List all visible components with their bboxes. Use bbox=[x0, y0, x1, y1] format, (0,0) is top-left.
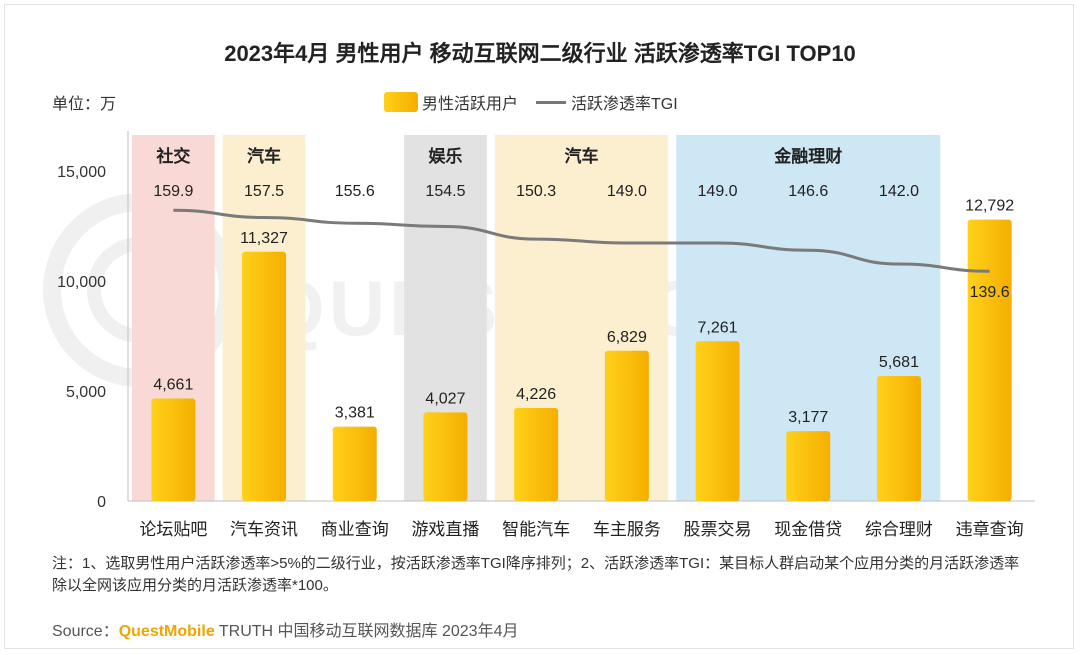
bar-6 bbox=[695, 341, 740, 501]
source-brand: QuestMobile bbox=[118, 623, 215, 640]
legend-bar-swatch bbox=[384, 92, 418, 112]
bar-0 bbox=[151, 398, 196, 501]
x-tick-label: 违章查询 bbox=[956, 520, 1024, 540]
category-band-label-0: 社交 bbox=[155, 146, 190, 166]
bar-value-label: 4,027 bbox=[425, 390, 465, 407]
legend-line-swatch bbox=[536, 100, 567, 104]
category-band-label-2: 娱乐 bbox=[428, 146, 462, 166]
category-band-label-3: 汽车 bbox=[565, 146, 599, 166]
legend: 男性活跃用户 活跃渗透率TGI bbox=[384, 90, 678, 114]
tgi-value-label: 149.0 bbox=[698, 183, 738, 200]
y-tick-label: 10,000 bbox=[57, 274, 106, 291]
bar-value-label: 5,681 bbox=[879, 354, 919, 371]
tgi-value-label: 139.6 bbox=[970, 284, 1010, 301]
x-tick-label: 现金借贷 bbox=[774, 520, 842, 540]
bar-value-label: 6,829 bbox=[607, 329, 647, 346]
chart-title: 2023年4月 男性用户 移动互联网二级行业 活跃渗透率TGI TOP10 bbox=[224, 41, 856, 66]
category-band-label-4: 金融理财 bbox=[773, 146, 842, 166]
bar-8 bbox=[876, 376, 921, 501]
chart-frame bbox=[4, 4, 1074, 649]
source-suffix: TRUTH 中国移动互联网数据库 2023年4月 bbox=[214, 623, 519, 640]
source-prefix: Source： bbox=[52, 623, 119, 640]
bar-value-label: 11,327 bbox=[240, 230, 288, 247]
bar-value-label: 4,661 bbox=[153, 376, 193, 393]
footnote: 注：1、选取男性用户活跃渗透率>5%的二级行业，按活跃渗透率TGI降序排列；2、… bbox=[52, 555, 1020, 594]
tgi-value-label: 157.5 bbox=[244, 183, 284, 200]
bar-7 bbox=[786, 431, 831, 501]
tgi-value-label: 155.6 bbox=[335, 183, 375, 200]
y-tick-label: 15,000 bbox=[57, 164, 106, 181]
bar-1 bbox=[242, 251, 287, 501]
x-tick-label: 汽车资讯 bbox=[230, 520, 298, 540]
tgi-value-label: 146.6 bbox=[788, 183, 828, 200]
x-tick-label: 论坛贴吧 bbox=[139, 520, 207, 540]
bar-value-label: 3,177 bbox=[788, 409, 828, 426]
bar-value-label: 7,261 bbox=[698, 319, 738, 336]
bar-4 bbox=[514, 408, 559, 501]
tgi-value-label: 149.0 bbox=[607, 183, 647, 200]
tgi-value-label: 154.5 bbox=[425, 183, 465, 200]
bar-2 bbox=[332, 426, 377, 501]
bar-9 bbox=[967, 219, 1012, 502]
x-tick-label: 综合理财 bbox=[865, 520, 933, 540]
bar-5 bbox=[604, 350, 649, 501]
legend-bar-label: 男性活跃用户 bbox=[422, 96, 519, 113]
tgi-value-label: 142.0 bbox=[879, 183, 919, 200]
bar-value-label: 4,226 bbox=[516, 386, 556, 403]
legend-line-label: 活跃渗透率TGI bbox=[571, 96, 678, 113]
category-band-label-1: 汽车 bbox=[247, 146, 281, 166]
x-tick-label: 车主服务 bbox=[593, 520, 661, 540]
y-tick-label: 0 bbox=[97, 494, 106, 511]
tgi-value-label: 150.3 bbox=[516, 183, 556, 200]
bar-value-label: 12,792 bbox=[965, 198, 1014, 215]
source-line: Source：QuestMobile TRUTH 中国移动互联网数据库 2023… bbox=[52, 617, 518, 641]
bar-value-label: 3,381 bbox=[335, 405, 375, 422]
bar-3 bbox=[423, 412, 468, 501]
tgi-value-label: 159.9 bbox=[153, 183, 193, 200]
x-tick-label: 商业查询 bbox=[321, 520, 389, 540]
x-tick-label: 智能汽车 bbox=[502, 520, 570, 540]
tgi-line bbox=[173, 208, 990, 273]
y-tick-label: 5,000 bbox=[66, 384, 106, 401]
unit-label: 单位：万 bbox=[52, 96, 117, 113]
x-tick-label: 股票交易 bbox=[684, 520, 752, 540]
x-tick-label: 游戏直播 bbox=[411, 520, 479, 540]
